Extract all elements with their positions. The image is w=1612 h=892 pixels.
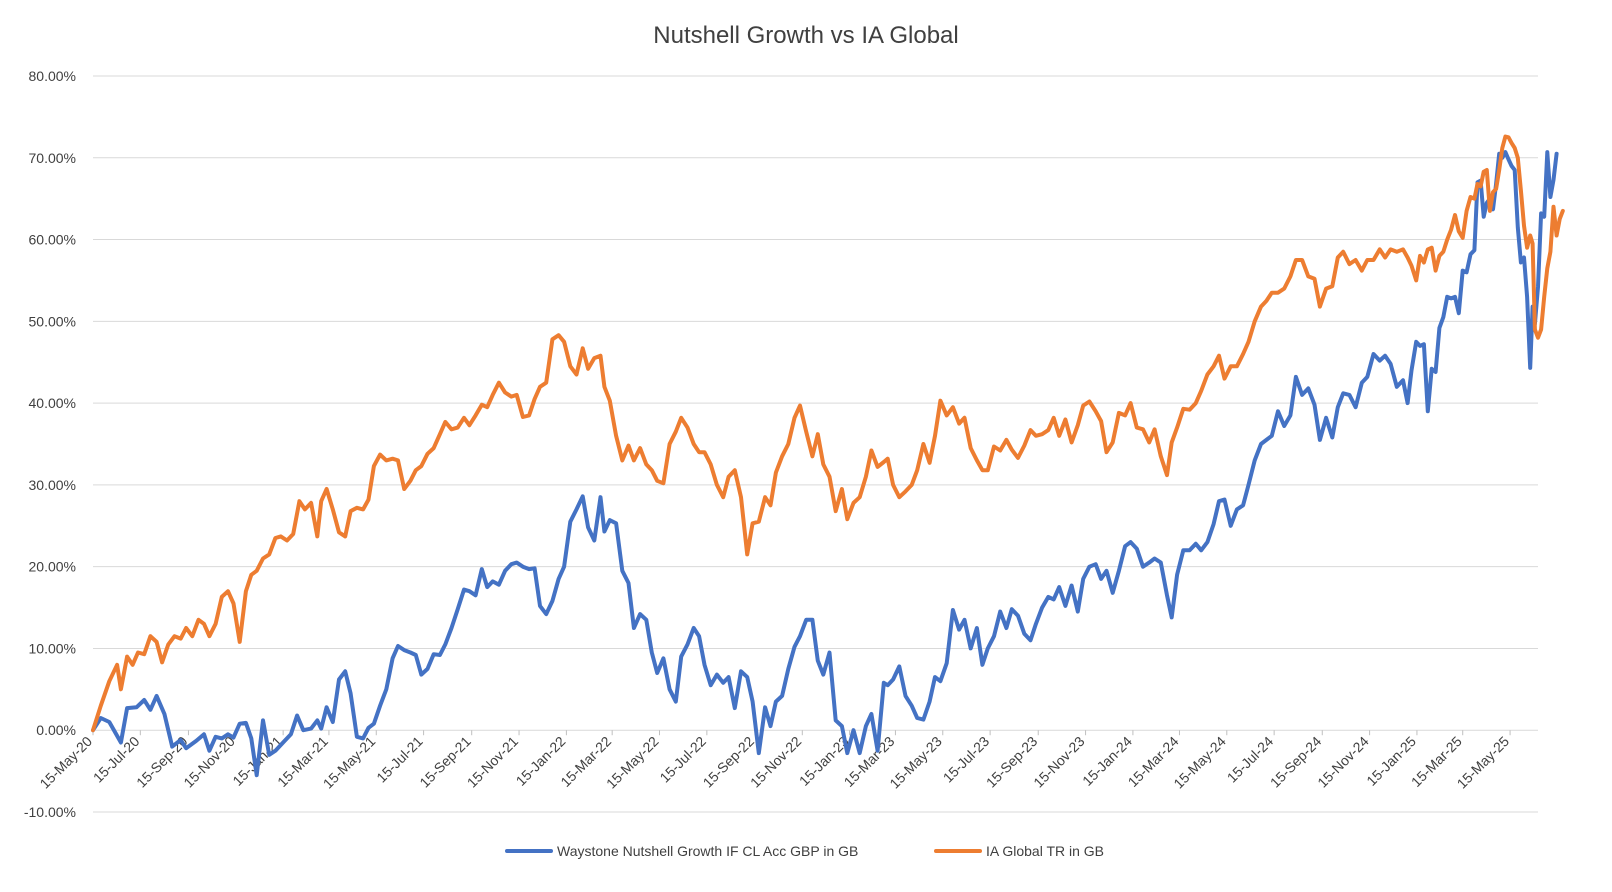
chart-title: Nutshell Growth vs IA Global (653, 22, 958, 49)
legend-label: Waystone Nutshell Growth IF CL Acc GBP i… (557, 843, 858, 859)
legend-label: IA Global TR in GB (986, 843, 1104, 859)
legend: Waystone Nutshell Growth IF CL Acc GBP i… (505, 843, 1104, 859)
y-tick-label: 30.00% (29, 477, 76, 493)
y-tick-label: -10.00% (24, 804, 76, 820)
series-line-ia-global (91, 134, 1565, 733)
y-tick-label: 20.00% (29, 559, 76, 575)
y-tick-label: 50.00% (29, 313, 76, 329)
y-tick-label: 80.00% (29, 68, 76, 84)
y-tick-label: 70.00% (29, 150, 76, 166)
y-tick-label: 0.00% (36, 722, 76, 738)
gridlines (93, 75, 1538, 813)
y-axis-tick-labels: -10.00% 0.00% 10.00% 20.00% 30.00% 40.00% 50.0… (24, 68, 76, 820)
y-tick-label: 40.00% (29, 395, 76, 411)
y-tick-label: 10.00% (29, 640, 76, 656)
series-lines (91, 134, 1565, 778)
series-line-nutshell-growth (91, 150, 1559, 778)
y-tick-label: 60.00% (29, 232, 76, 248)
